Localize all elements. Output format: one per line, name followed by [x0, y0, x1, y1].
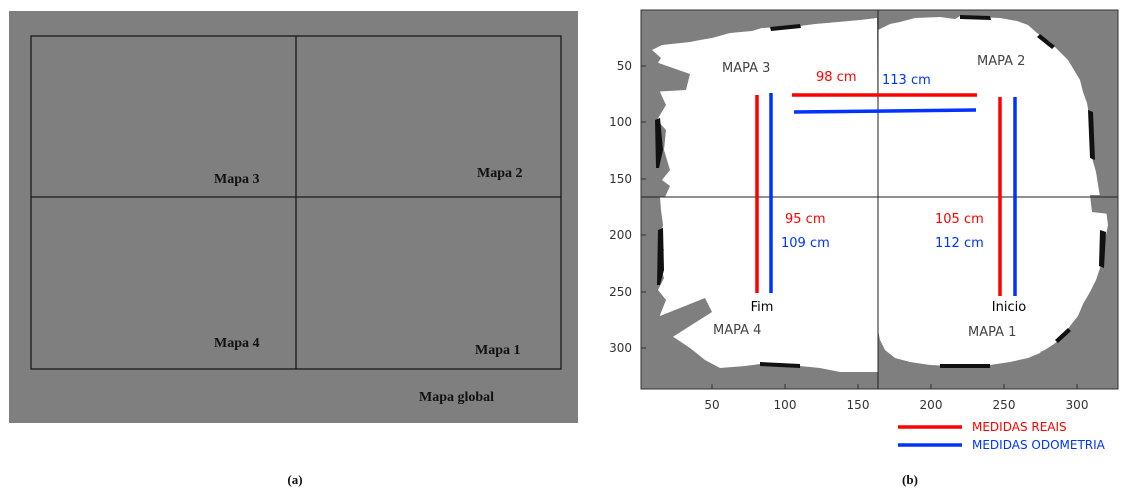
right-odometry-value: 112 cm — [935, 236, 984, 251]
obstacle-right-notch — [1090, 195, 1118, 215]
obstacle-bottom-right-tail — [1040, 344, 1080, 372]
boundary-stroke-right — [1088, 110, 1095, 160]
legend: MEDIDAS REAIS MEDIDAS ODOMETRIA — [898, 420, 1106, 452]
panel-a-label-mapa2: Mapa 2 — [477, 166, 523, 181]
panel-a-label-mapa4: Mapa 4 — [214, 336, 260, 351]
top-odometry-value: 113 cm — [882, 73, 931, 88]
y-tick-label-300: 300 — [609, 341, 632, 355]
endpoint-end-label: Fim — [751, 300, 774, 315]
top-odometry-line — [793, 108, 977, 114]
obstacle-bottom-left-wedge — [645, 298, 712, 345]
boundary-stroke-bottom — [940, 364, 990, 368]
boundary-stroke-left — [655, 118, 663, 168]
x-axis: 50 100 150 200 250 300 — [704, 384, 1088, 412]
map-label-mapa2: MAPA 2 — [977, 54, 1025, 69]
map-label-mapa1: MAPA 1 — [968, 325, 1016, 340]
map-label-mapa4: MAPA 4 — [713, 323, 761, 338]
boundary-stroke-corner-tr — [1037, 34, 1055, 49]
global-map-panel: Mapa 3 Mapa 2 Mapa 4 Mapa 1 Mapa global — [9, 11, 578, 423]
y-tick-label-50: 50 — [617, 59, 632, 73]
y-tick-label-200: 200 — [609, 228, 632, 242]
odometry-map-panel: 50 100 150 200 250 300 50 100 150 200 25… — [609, 9, 1119, 412]
obstacle-regions — [645, 60, 1118, 372]
panel-b-caption: (b) — [902, 472, 918, 487]
free-space-top-left — [652, 18, 878, 197]
panel-a-caption: (a) — [287, 472, 302, 487]
right-real-value: 105 cm — [935, 212, 984, 227]
explored-free-space — [652, 16, 1108, 372]
legend-odometry-label: MEDIDAS ODOMETRIA — [972, 438, 1106, 452]
y-tick-label-250: 250 — [609, 285, 632, 299]
x-tick-label-200: 200 — [920, 398, 943, 412]
panel-a-label-mapa3: Mapa 3 — [214, 172, 260, 187]
obstacle-top-left-wedge — [650, 60, 690, 92]
panel-a-label-mapa1: Mapa 1 — [475, 343, 521, 358]
left-real-value: 95 cm — [785, 212, 826, 227]
y-axis: 50 100 150 200 250 300 — [609, 59, 646, 355]
panel-a-label-global: Mapa global — [419, 390, 494, 405]
measurement-lines — [755, 93, 1017, 296]
x-tick-label-150: 150 — [847, 398, 870, 412]
boundary-stroke-right-lower — [1099, 230, 1106, 268]
free-space-top-right — [878, 16, 1100, 197]
x-tick-label-250: 250 — [993, 398, 1016, 412]
endpoint-start-label: Inicio — [992, 300, 1026, 315]
left-odometry-value: 109 cm — [781, 236, 830, 251]
y-tick-label-100: 100 — [609, 115, 632, 129]
map-labels: MAPA 3 MAPA 2 MAPA 4 MAPA 1 — [713, 54, 1025, 340]
boundary-stroke-bottom-left — [760, 362, 800, 368]
free-space-bottom-left — [658, 197, 878, 372]
map-label-mapa3: MAPA 3 — [722, 61, 770, 76]
measurement-labels: 98 cm 113 cm 95 cm 109 cm 105 cm 112 cm — [781, 70, 984, 251]
free-space-bottom-right — [878, 197, 1108, 366]
plot-frame — [640, 9, 1119, 390]
boundary-stroke-top — [770, 24, 801, 31]
scan-boundary-marks — [655, 15, 1106, 368]
x-tick-label-100: 100 — [774, 398, 797, 412]
boundary-stroke-top-right — [960, 15, 991, 20]
legend-real-label: MEDIDAS REAIS — [972, 420, 1067, 434]
top-real-value: 98 cm — [816, 70, 857, 85]
x-tick-label-50: 50 — [704, 398, 719, 412]
x-tick-label-300: 300 — [1066, 398, 1089, 412]
boundary-stroke-corner-br — [1055, 328, 1071, 343]
y-tick-label-150: 150 — [609, 172, 632, 186]
boundary-stroke-left-lower — [657, 228, 664, 285]
global-map-background — [9, 11, 578, 423]
